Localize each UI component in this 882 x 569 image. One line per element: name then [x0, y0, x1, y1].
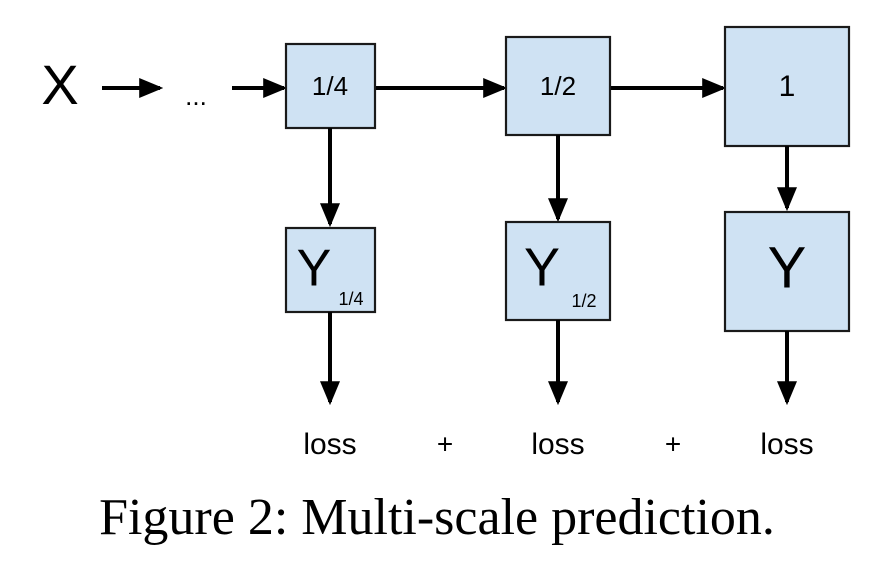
plus-sign-2: +	[665, 428, 681, 459]
scale-label-half: 1/2	[540, 71, 576, 101]
output-subscript-quarter: 1/4	[338, 289, 363, 309]
loss-label-full: loss	[760, 428, 813, 461]
output-label-full: Y	[768, 235, 807, 300]
loss-label-quarter: loss	[303, 428, 356, 461]
figure-caption: Figure 2: Multi-scale prediction.	[99, 489, 775, 546]
scale-box-quarter	[284, 42, 377, 130]
output-label-half: Y	[524, 237, 560, 297]
input-x-label: X	[41, 53, 78, 116]
loss-label-half: loss	[531, 428, 584, 461]
plus-sign-1: +	[437, 428, 453, 459]
output-subscript-half: 1/2	[571, 291, 596, 311]
scale-label-full: 1	[779, 70, 796, 103]
scale-box-full	[723, 25, 851, 148]
output-box-full	[723, 210, 851, 333]
scale-label-quarter: 1/4	[312, 71, 348, 101]
ellipsis-label: ...	[185, 81, 207, 111]
output-label-quarter: Y	[297, 240, 332, 298]
output-box-half	[504, 220, 612, 322]
